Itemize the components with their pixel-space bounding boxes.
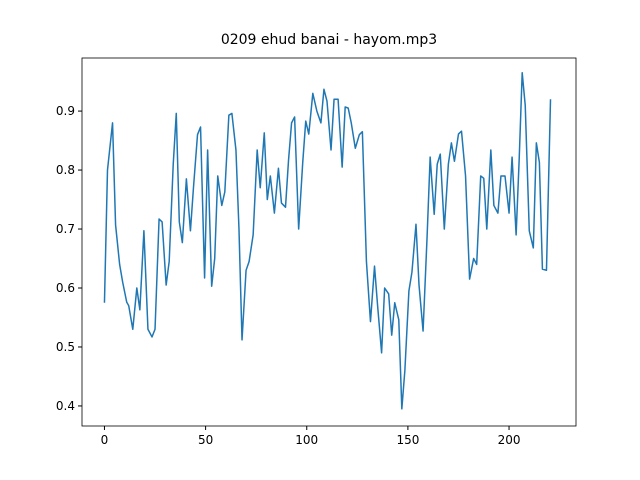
y-tick-label: 0.5 xyxy=(56,340,75,354)
x-tick-label: 0 xyxy=(101,433,109,447)
y-tick-label: 0.6 xyxy=(56,281,75,295)
x-tick-label: 150 xyxy=(396,433,419,447)
line-series xyxy=(103,71,552,410)
x-tick-label: 100 xyxy=(295,433,318,447)
x-tick-label: 50 xyxy=(198,433,213,447)
plot-frame xyxy=(81,57,577,427)
y-tick-label: 0.4 xyxy=(56,399,75,413)
x-tick-label: 200 xyxy=(498,433,521,447)
y-tick-label: 0.9 xyxy=(56,104,75,118)
y-tick-label: 0.7 xyxy=(56,222,75,236)
y-tick-label: 0.8 xyxy=(56,163,75,177)
chart-title: 0209 ehud banai - hayom.mp3 xyxy=(221,32,437,48)
